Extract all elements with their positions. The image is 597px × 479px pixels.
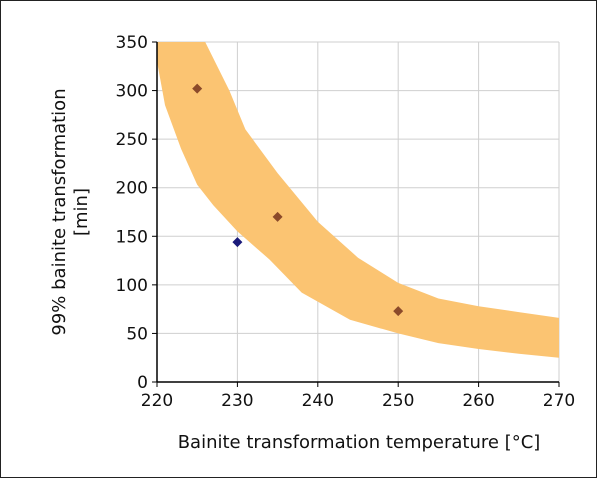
x-tick-label: 230 bbox=[221, 391, 253, 411]
axes bbox=[152, 41, 560, 387]
y-axis-label-line-1: 99% bainite transformation bbox=[49, 88, 70, 335]
data-point bbox=[393, 306, 404, 317]
y-tick-label: 300 bbox=[116, 82, 148, 102]
trend-band bbox=[157, 42, 559, 358]
y-tick-label: 100 bbox=[116, 276, 148, 296]
x-tick-label: 250 bbox=[382, 391, 414, 411]
y-tick-label: 150 bbox=[116, 227, 148, 247]
data-point bbox=[232, 237, 243, 248]
y-tick-label: 350 bbox=[116, 33, 148, 53]
x-tick-label: 270 bbox=[543, 391, 575, 411]
data-point bbox=[272, 211, 283, 222]
x-tick-label: 260 bbox=[462, 391, 494, 411]
x-tick-label: 220 bbox=[141, 391, 173, 411]
data-points bbox=[192, 83, 404, 317]
y-tick-label: 200 bbox=[116, 179, 148, 199]
x-tick-label: 240 bbox=[302, 391, 334, 411]
y-axis-label-line-2: [min] bbox=[71, 188, 92, 236]
y-tick-label: 0 bbox=[137, 373, 148, 393]
y-tick-labels: 0 50 100 150 200 250 300 350 bbox=[116, 33, 148, 393]
data-point bbox=[192, 83, 203, 94]
x-axis-label: Bainite transformation temperature [°C] bbox=[178, 432, 541, 453]
y-tick-label: 50 bbox=[126, 324, 148, 344]
y-tick-label: 250 bbox=[116, 130, 148, 150]
x-tick-labels: 220 230 240 250 260 270 bbox=[141, 391, 575, 411]
